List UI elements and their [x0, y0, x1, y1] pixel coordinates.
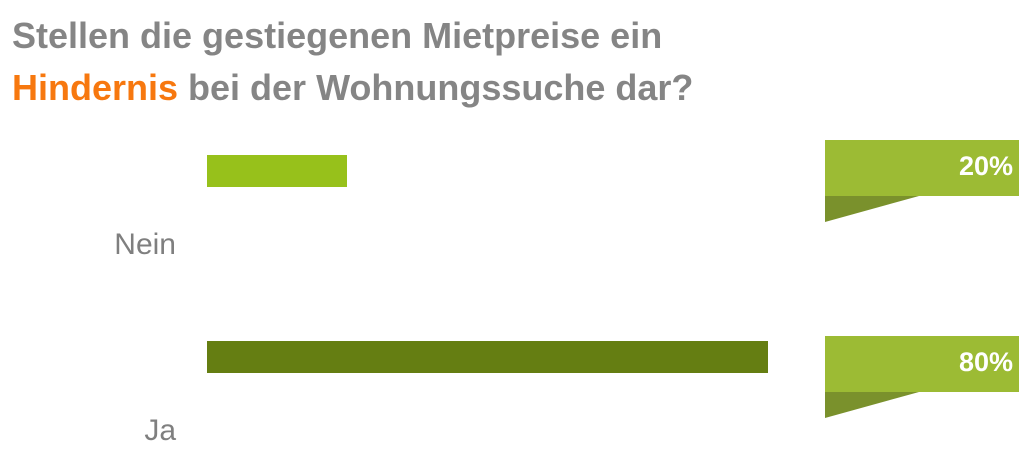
- title-line-1: Stellen die gestiegenen Mietpreise ein: [12, 15, 663, 56]
- chart-title: Stellen die gestiegenen Mietpreise ein H…: [12, 10, 693, 114]
- category-label-nein: Nein: [114, 228, 176, 261]
- title-line-2: bei der Wohnungssuche dar?: [178, 67, 694, 108]
- value-badge-nein: 20%: [825, 140, 1019, 226]
- bar-nein: [207, 155, 348, 187]
- value-label-ja: 80%: [958, 347, 1013, 377]
- badge-flag: [825, 336, 1019, 392]
- badge-flag: [825, 140, 1019, 196]
- category-label-ja: Ja: [144, 414, 176, 447]
- value-badge-ja: 80%: [825, 336, 1019, 422]
- value-label-nein: 20%: [958, 151, 1013, 181]
- badge-fold: [825, 196, 919, 222]
- title-highlight: Hindernis: [12, 67, 179, 108]
- badge-shape: [825, 140, 1019, 222]
- badge-shape: [825, 336, 1019, 418]
- bar-ja: [207, 341, 768, 373]
- badge-fold: [825, 392, 919, 418]
